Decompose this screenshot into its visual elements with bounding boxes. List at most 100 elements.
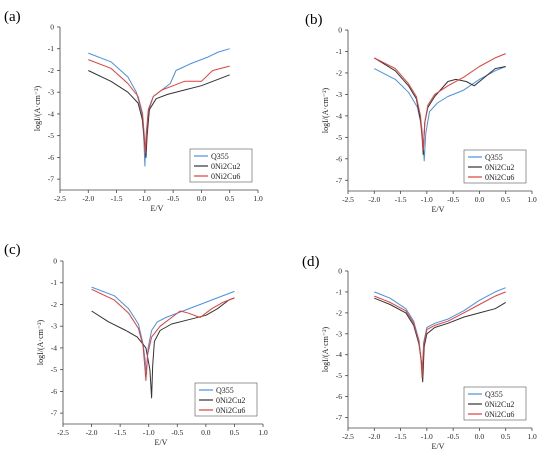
x-tick-label: 1.0 <box>527 432 537 441</box>
x-tick-label: -2.0 <box>86 428 98 437</box>
legend-label: Q355 <box>485 390 503 399</box>
x-tick-label: -2.5 <box>57 428 69 437</box>
x-tick-label: 0.0 <box>197 194 207 203</box>
series-line-0Ni2Cu6 <box>91 288 235 381</box>
y-tick-label: -3 <box>336 329 342 338</box>
y-tick-label: -2 <box>51 300 57 309</box>
y-tick-label: -2 <box>336 308 342 317</box>
x-tick-label: -2.0 <box>368 195 380 204</box>
x-tick-label: 0.5 <box>225 194 235 203</box>
panel-b: (b) -2.5 -2.0 -1.5 -1.0 -0.5 0.0 0.5 1.0 0 -1 -2 -3 -… <box>305 12 537 214</box>
y-tick-label: -3 <box>48 88 54 97</box>
y-axis-title: logI/(A·cm⁻²) <box>321 327 330 373</box>
x-tick-label: 0.5 <box>230 428 240 437</box>
x-tick-label: 0.0 <box>201 428 211 437</box>
y-tick-label: -7 <box>336 176 342 185</box>
series-line-0Ni2Cu2 <box>88 70 230 158</box>
series-line-Q355 <box>374 66 506 162</box>
legend-label: 0Ni2Cu2 <box>216 396 245 405</box>
y-tick-label: -4 <box>336 350 342 359</box>
legend-label: 0Ni2Cu2 <box>211 162 240 171</box>
y-tick-label: -5 <box>51 365 57 374</box>
x-tick-label: 1.0 <box>253 194 263 203</box>
y-tick-label: -6 <box>51 387 57 396</box>
x-tick-label: -1.0 <box>421 195 433 204</box>
legend-label: Q355 <box>216 386 234 395</box>
panel-label: (c) <box>4 242 21 258</box>
x-axis-title: E/V <box>432 205 445 214</box>
y-tick-label: -1 <box>336 287 342 296</box>
x-tick-label: 1.0 <box>527 195 537 204</box>
x-tick-label: -2.0 <box>368 432 380 441</box>
legend-label: 0Ni2Cu6 <box>211 172 240 181</box>
legend-label: Q355 <box>211 152 229 161</box>
y-tick-label: -6 <box>48 153 54 162</box>
y-tick-label: 0 <box>53 257 57 266</box>
panel-label: (d) <box>302 254 320 270</box>
y-tick-label: -4 <box>336 111 342 120</box>
y-tick-label: -7 <box>336 413 342 422</box>
y-tick-label: -6 <box>336 154 342 163</box>
y-tick-label: -5 <box>48 131 54 140</box>
y-axis-title: logI/(A·cm⁻²) <box>36 320 45 366</box>
x-tick-label: 1.0 <box>258 428 268 437</box>
y-tick-label: -7 <box>48 175 54 184</box>
x-tick-label: -1.5 <box>111 194 123 203</box>
panel-label: (a) <box>4 9 21 25</box>
panel-c: (c) -2.5 -2.0 -1.5 -1.0 -0.5 0.0 0.5 1.0 0 -1 -2 -3 -… <box>4 242 268 447</box>
y-tick-label: -6 <box>336 392 342 401</box>
panel-label: (b) <box>305 12 323 28</box>
series-line-0Ni2Cu6 <box>374 291 506 379</box>
x-tick-label: -1.0 <box>139 194 151 203</box>
series-line-0Ni2Cu2 <box>91 297 235 399</box>
y-tick-label: 0 <box>338 26 342 35</box>
legend-label: 0Ni2Cu6 <box>216 406 245 415</box>
legend-label: 0Ni2Cu2 <box>485 163 514 172</box>
series-line-0Ni2Cu2 <box>374 57 506 155</box>
x-tick-label: -0.5 <box>167 194 179 203</box>
y-tick-label: -2 <box>48 66 54 75</box>
x-tick-label: -1.5 <box>114 428 126 437</box>
y-axis-title: logI/(A·cm⁻²) <box>33 86 42 132</box>
y-tick-label: 0 <box>50 23 54 32</box>
x-tick-label: -1.5 <box>395 432 407 441</box>
y-tick-label: -5 <box>336 371 342 380</box>
panel-a: (a) -2.5 -2.0 -1.5 -1.0 -0.5 0.0 0.5 1.0 0 -1 -2 -3 -… <box>4 9 263 213</box>
y-tick-label: -1 <box>336 47 342 56</box>
legend-label: Q355 <box>485 153 503 162</box>
y-tick-label: -1 <box>48 44 54 53</box>
y-tick-label: -2 <box>336 68 342 77</box>
x-tick-label: -1.0 <box>421 432 433 441</box>
y-tick-label: -4 <box>48 109 54 118</box>
x-tick-label: -2.0 <box>82 194 94 203</box>
x-axis-title: E/V <box>432 442 445 451</box>
y-tick-label: -5 <box>336 133 342 142</box>
series-line-0Ni2Cu6 <box>374 53 506 151</box>
x-tick-label: -1.5 <box>395 195 407 204</box>
series-line-Q355 <box>88 48 230 167</box>
x-tick-label: -0.5 <box>447 195 459 204</box>
x-axis-title: E/V <box>155 438 168 447</box>
x-tick-label: 0.0 <box>475 432 485 441</box>
legend-label: 0Ni2Cu6 <box>485 410 514 419</box>
y-tick-label: 0 <box>338 267 342 276</box>
y-tick-label: -3 <box>336 90 342 99</box>
x-tick-label: -1.0 <box>143 428 155 437</box>
x-tick-label: -0.5 <box>447 432 459 441</box>
y-tick-label: -4 <box>51 343 57 352</box>
series-line-Q355 <box>91 286 235 375</box>
y-tick-label: -7 <box>51 409 57 418</box>
y-tick-label: -3 <box>51 322 57 331</box>
series-line-0Ni2Cu6 <box>88 59 230 154</box>
x-tick-label: 0.0 <box>475 195 485 204</box>
legend-label: 0Ni2Cu2 <box>485 400 514 409</box>
y-axis-title: logI/(A·cm⁻²) <box>321 88 330 134</box>
panel-d: (d) -2.5 -2.0 -1.5 -1.0 -0.5 0.0 0.5 1.0 0 -1 -2 -3 -… <box>302 254 537 451</box>
y-tick-label: -1 <box>51 278 57 287</box>
x-tick-label: -0.5 <box>171 428 183 437</box>
